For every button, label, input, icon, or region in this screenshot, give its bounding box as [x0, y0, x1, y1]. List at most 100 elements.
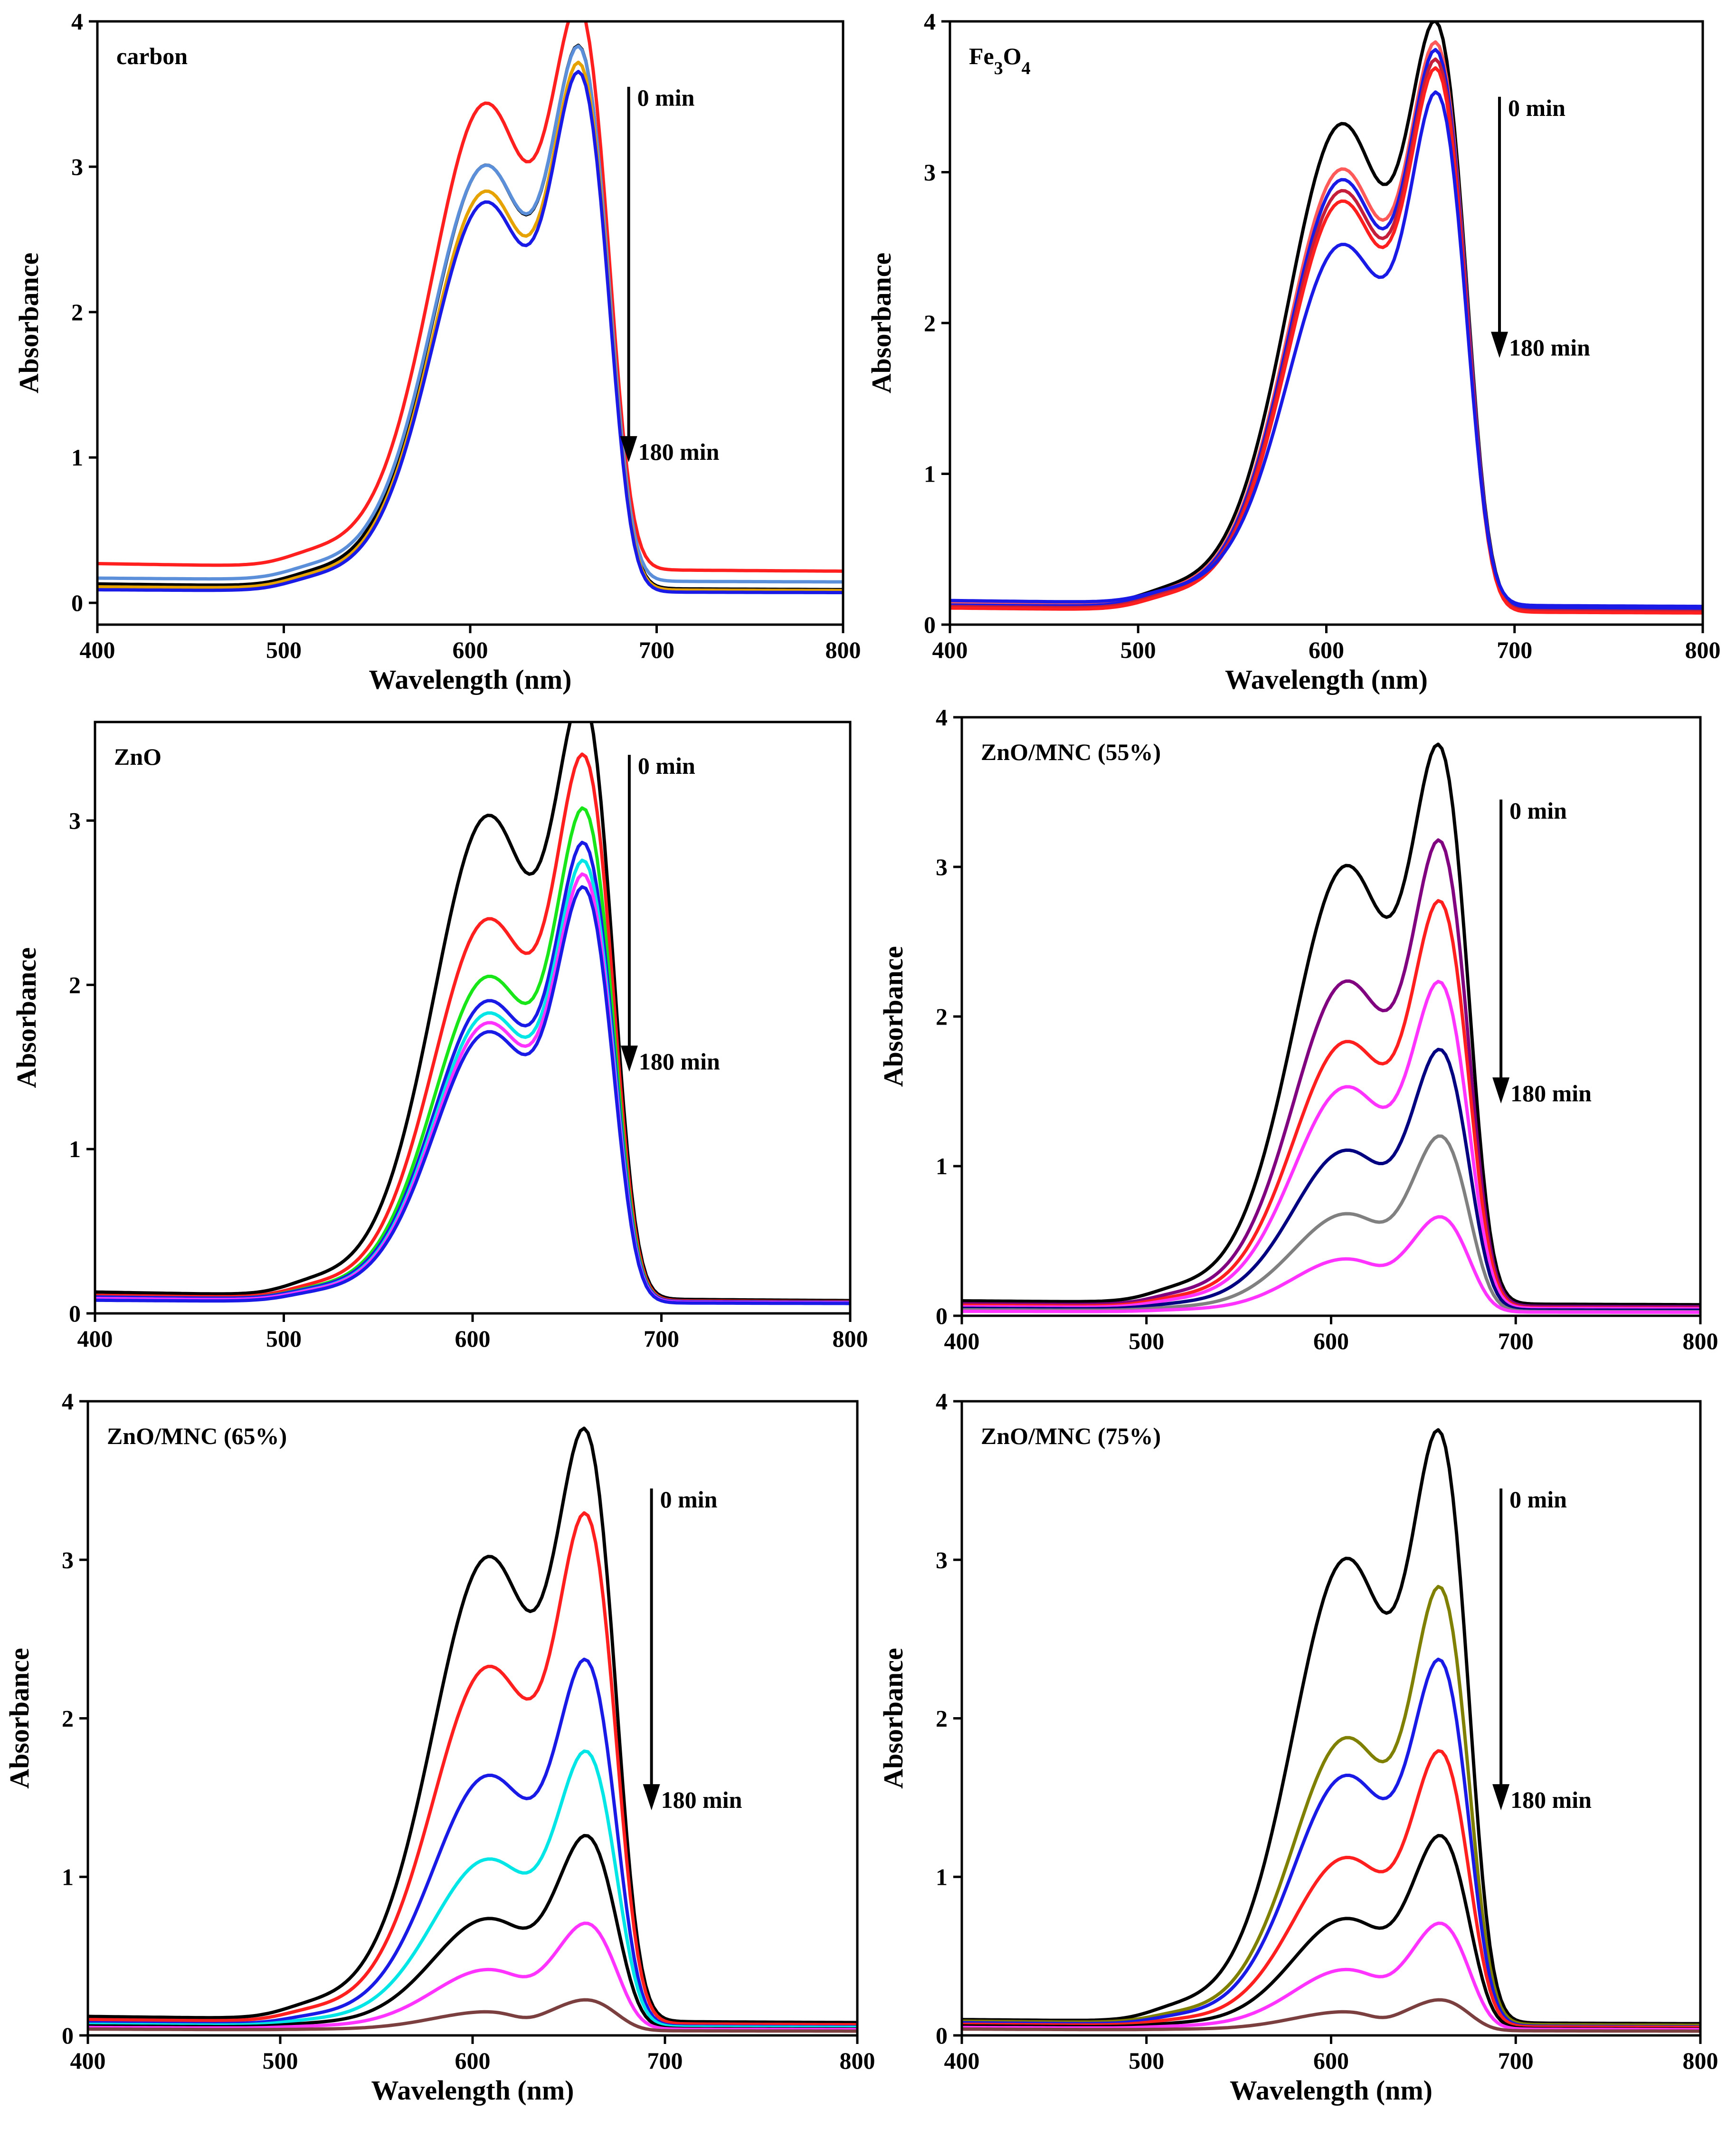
- y-tick-label: 4: [936, 1388, 948, 1415]
- y-axis-title: Absorbance: [11, 947, 42, 1088]
- y-tick-label: 3: [62, 1547, 74, 1573]
- y-tick-label: 1: [936, 1153, 948, 1179]
- y-tick-label: 2: [936, 1003, 948, 1030]
- y-tick-label: 0: [71, 589, 83, 616]
- series-line-intermediate-1: [950, 40, 1703, 611]
- series-line-0-min: [962, 1428, 1700, 2025]
- arrow-label-end: 180 min: [1510, 1786, 1592, 1813]
- x-tick-label: 700: [647, 2047, 683, 2074]
- y-tick-label: 3: [936, 854, 948, 880]
- series-line-0-min: [95, 722, 850, 1302]
- y-axis-title: Absorbance: [878, 1648, 909, 1788]
- arrow-label-end: 180 min: [638, 438, 720, 465]
- y-tick-label: 4: [71, 8, 83, 35]
- y-tick-label: 3: [69, 808, 81, 834]
- series-line-intermediate-3: [95, 841, 850, 1304]
- x-tick-label: 600: [453, 637, 488, 663]
- arrow-label-end: 180 min: [661, 1786, 742, 1813]
- panel-title: ZnO/MNC (75%): [981, 1423, 1161, 1449]
- series-line-0-min: [97, 21, 843, 573]
- series-line-180-min: [950, 90, 1703, 608]
- y-tick-label: 1: [69, 1136, 81, 1162]
- plot-frame: [86, 1400, 859, 2037]
- x-axis-title: Wavelength (nm): [1230, 2075, 1432, 2106]
- series-line-intermediate-4: [95, 858, 850, 1305]
- series-line-intermediate-2: [95, 806, 850, 1304]
- plot-frame: [960, 1400, 1702, 2037]
- x-tick-label: 800: [1685, 637, 1721, 663]
- x-tick-label: 500: [266, 1325, 302, 1352]
- panel-title: ZnO/MNC (55%): [981, 739, 1161, 765]
- x-tick-label: 500: [263, 2047, 298, 2074]
- y-tick-label: 3: [924, 159, 936, 186]
- time-arrow-head: [620, 1045, 638, 1072]
- series-line-0-min: [88, 1426, 857, 2024]
- y-tick-label: 2: [924, 310, 936, 336]
- arrow-label-end: 180 min: [639, 1048, 720, 1074]
- y-tick-label: 1: [924, 461, 936, 487]
- panel-title: ZnO: [114, 743, 161, 770]
- y-tick-label: 4: [62, 1388, 74, 1415]
- x-tick-label: 800: [833, 1325, 868, 1352]
- arrow-label-start: 0 min: [1508, 95, 1565, 121]
- chart-panel-fe3o4: 400 500 600 700 800 0 1 2 3 4 Wavelength (nm) Absor…: [866, 8, 1721, 695]
- y-tick-label: 2: [69, 971, 81, 998]
- series-line-intermediate-3: [97, 60, 843, 592]
- series-line-180-min: [962, 1215, 1700, 1314]
- arrow-label-start: 0 min: [638, 752, 695, 779]
- y-tick-label: 2: [71, 299, 83, 325]
- series-line-180-min: [88, 1998, 857, 2033]
- y-axis-title: Absorbance: [13, 253, 44, 393]
- x-tick-label: 500: [1129, 2047, 1164, 2074]
- chart-panel-zno-mnc-55-: 400 500 600 700 800 0 1 2 3 4 Absorbance ZnO/MNC (5…: [878, 704, 1718, 1354]
- chart-panel-zno-mnc-75-: 400 500 600 700 800 0 1 2 3 4 Wavelength (nm) Absor…: [878, 1388, 1718, 2106]
- y-tick-label: 0: [69, 1300, 81, 1327]
- y-tick-label: 0: [936, 2022, 948, 2049]
- x-tick-label: 700: [1497, 637, 1532, 663]
- arrow-label-start: 0 min: [637, 85, 695, 111]
- x-axis-title: Wavelength (nm): [1225, 664, 1428, 695]
- x-tick-label: 600: [455, 2047, 491, 2074]
- y-tick-label: 1: [71, 444, 83, 471]
- series-line-intermediate-1: [962, 838, 1700, 1309]
- x-tick-label: 400: [77, 1325, 113, 1352]
- arrow-label-end: 180 min: [1509, 334, 1590, 361]
- y-tick-label: 4: [924, 8, 936, 35]
- x-tick-label: 600: [1313, 2047, 1349, 2074]
- x-tick-label: 400: [70, 2047, 106, 2074]
- arrow-label-end: 180 min: [1510, 1080, 1592, 1106]
- panel-title: ZnO/MNC (65%): [107, 1423, 287, 1449]
- y-tick-label: 2: [62, 1705, 74, 1732]
- series-line-intermediate-1: [88, 1511, 857, 2026]
- series-line-intermediate-5: [962, 1134, 1700, 1313]
- plot-frame: [949, 20, 1704, 626]
- arrow-label-start: 0 min: [1509, 797, 1567, 824]
- chart-panel-carbon: 400 500 600 700 800 0 1 2 3 4 Wavelength (nm) Absor…: [13, 8, 861, 695]
- x-tick-label: 500: [1120, 637, 1156, 663]
- series-line-180-min: [95, 885, 850, 1305]
- chart-panel-zno: 400 500 600 700 800 0 1 2 3 Absorbance ZnO 0 min 180…: [11, 721, 868, 1352]
- panel-title: carbon: [116, 43, 188, 69]
- plot-frame: [96, 20, 844, 626]
- y-tick-label: 3: [936, 1547, 948, 1573]
- series-line-0-min: [950, 21, 1703, 611]
- plot-frame: [960, 716, 1702, 1317]
- y-tick-label: 1: [62, 1863, 74, 1890]
- series-line-intermediate-2: [97, 44, 843, 584]
- y-tick-label: 0: [936, 1302, 948, 1329]
- time-arrow-head: [1492, 1784, 1510, 1811]
- time-arrow-head: [620, 436, 637, 463]
- y-axis-title: Absorbance: [878, 946, 909, 1087]
- x-tick-label: 800: [1683, 2047, 1718, 2074]
- x-tick-label: 400: [944, 2047, 980, 2074]
- y-tick-label: 0: [924, 611, 936, 638]
- series-line-180-min: [962, 1998, 1700, 2033]
- x-tick-label: 700: [1498, 1328, 1534, 1354]
- y-tick-label: 4: [936, 704, 948, 731]
- x-tick-label: 800: [1683, 1328, 1718, 1354]
- x-axis-title: Wavelength (nm): [369, 664, 572, 695]
- time-arrow-head: [1492, 1077, 1510, 1104]
- y-tick-label: 2: [936, 1705, 948, 1732]
- time-arrow-head: [643, 1784, 660, 1811]
- x-axis-title: Wavelength (nm): [371, 2075, 574, 2106]
